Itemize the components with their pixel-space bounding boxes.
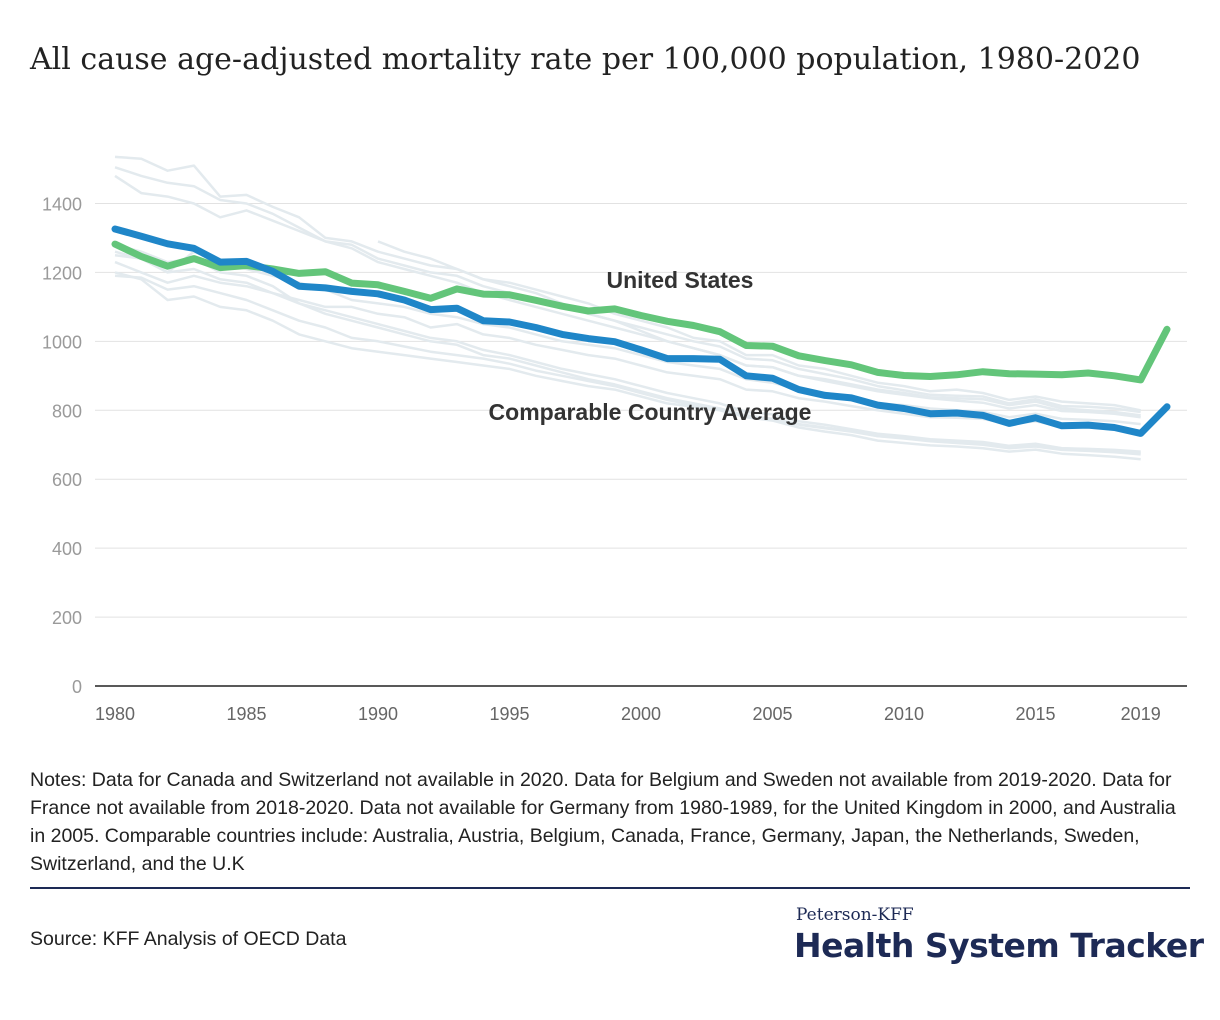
x-axis-tick-labels: 1980 1985 1990 1995 2000 2005 2010 2015 2019 bbox=[95, 704, 1161, 724]
comparable-country-line bbox=[114, 243, 1141, 461]
x-tick-label: 1990 bbox=[358, 704, 398, 724]
x-tick-label: 2019 bbox=[1121, 704, 1161, 724]
x-tick-label: 2005 bbox=[752, 704, 792, 724]
comparable-country-line bbox=[114, 274, 1141, 456]
y-tick-label: 800 bbox=[52, 401, 82, 421]
x-tick-label: 2010 bbox=[884, 704, 924, 724]
y-tick-label: 400 bbox=[52, 539, 82, 559]
brand-logo-text: Health System Tracker bbox=[794, 926, 1204, 965]
series-lines bbox=[111, 225, 1171, 437]
y-tick-label: 600 bbox=[52, 470, 82, 490]
y-axis-tick-labels: 0 200 400 600 800 1000 1200 1400 bbox=[42, 194, 82, 697]
source-note: Source: KFF Analysis of OECD Data bbox=[30, 928, 347, 950]
y-tick-label: 200 bbox=[52, 608, 82, 628]
footer-divider bbox=[30, 887, 1190, 889]
x-tick-label: 1985 bbox=[226, 704, 266, 724]
chart-notes: Notes: Data for Canada and Switzerland n… bbox=[30, 769, 1176, 875]
y-tick-label: 1200 bbox=[42, 263, 82, 283]
chart-title: All cause age-adjusted mortality rate pe… bbox=[30, 42, 1141, 77]
comparable-country-line bbox=[114, 174, 1141, 417]
brand-subtitle: Peterson-KFF bbox=[796, 905, 914, 925]
comparable-country-line bbox=[377, 240, 1141, 419]
y-tick-label: 1000 bbox=[42, 332, 82, 352]
avg-series-label: Comparable Country Average bbox=[489, 399, 812, 425]
comparable-country-line bbox=[114, 250, 1141, 455]
x-tick-label: 2015 bbox=[1015, 704, 1055, 724]
us-series-line bbox=[111, 240, 1171, 384]
y-tick-label: 1400 bbox=[42, 194, 82, 214]
comparable-country-line bbox=[114, 155, 1141, 412]
avg-series-line bbox=[111, 225, 1171, 437]
us-series-label: United States bbox=[607, 267, 754, 293]
x-tick-label: 1980 bbox=[95, 704, 135, 724]
y-tick-label: 0 bbox=[72, 677, 82, 697]
comparable-country-line bbox=[114, 166, 1141, 414]
x-tick-label: 2000 bbox=[621, 704, 661, 724]
comparable-country-line bbox=[114, 260, 1141, 434]
x-tick-label: 1995 bbox=[489, 704, 529, 724]
